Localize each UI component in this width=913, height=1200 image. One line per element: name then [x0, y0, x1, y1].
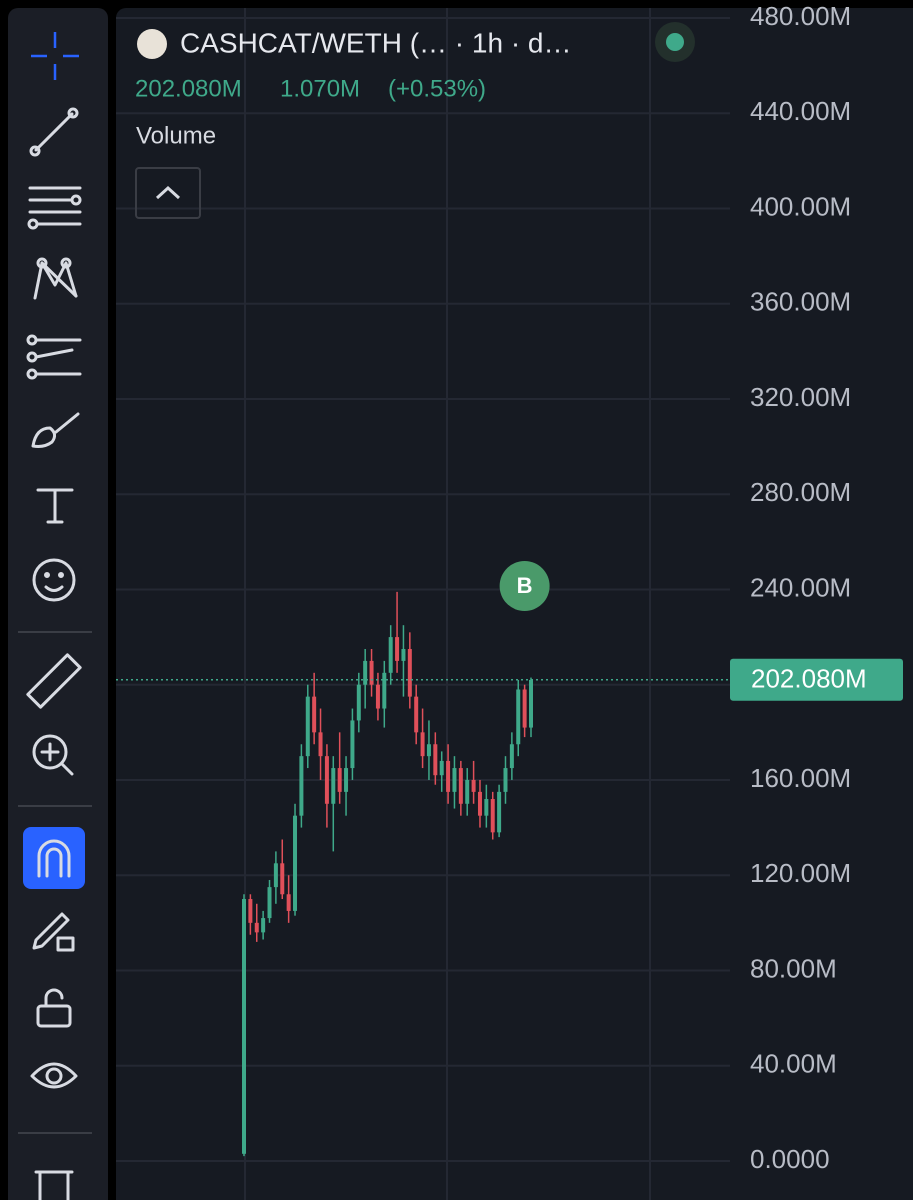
y-tick-label: 320.00M — [750, 382, 851, 412]
quote-price: 202.080M — [135, 75, 242, 102]
candle-body — [280, 863, 285, 895]
candle-body — [426, 744, 431, 757]
candle-body — [503, 768, 508, 792]
candle-body — [465, 779, 470, 804]
magnet-tool[interactable] — [23, 827, 85, 889]
prediction-tool[interactable] — [26, 334, 82, 380]
candle-body — [293, 815, 298, 911]
candle-body — [509, 744, 514, 769]
candle-body — [516, 689, 521, 745]
candle-body — [484, 799, 489, 816]
candle-body — [497, 791, 502, 833]
price-label-bg — [730, 658, 903, 701]
zoom-tool[interactable] — [32, 734, 74, 776]
candle-body — [490, 799, 495, 833]
candle-body — [337, 768, 342, 792]
candle-body — [344, 768, 349, 792]
candle-body — [388, 637, 393, 673]
candle-body — [248, 899, 253, 923]
candle-body — [375, 684, 380, 709]
toolbar-icons — [18, 32, 92, 1200]
candle-body — [318, 732, 323, 757]
pattern-tool[interactable] — [33, 257, 78, 300]
visibility-tool[interactable] — [30, 1062, 78, 1089]
candle-body — [452, 768, 457, 792]
candle-body — [395, 637, 400, 661]
price-label: 202.080M — [751, 664, 867, 694]
candle-body — [369, 660, 374, 685]
candle-body — [286, 894, 291, 911]
toolbar — [8, 8, 108, 1200]
candle-body — [324, 756, 329, 804]
status-dot — [666, 33, 684, 51]
y-tick-label: 480.00M — [750, 1, 851, 31]
token-logo — [137, 29, 167, 59]
lock-tool[interactable] — [36, 988, 72, 1028]
buy-marker — [499, 561, 550, 611]
candle-body — [522, 689, 527, 728]
y-tick-label: 240.00M — [750, 572, 851, 602]
y-tick-label: 360.00M — [750, 287, 851, 317]
quote-change: 1.070M — [280, 75, 360, 102]
crosshair-tool[interactable] — [31, 32, 79, 80]
y-tick-label: 280.00M — [750, 477, 851, 507]
brush-tool[interactable] — [31, 412, 80, 448]
candle-body — [471, 779, 476, 792]
quote-percent: (+0.53%) — [388, 75, 486, 102]
candle-body — [382, 672, 387, 709]
ruler-tool[interactable] — [26, 653, 82, 709]
y-tick-label: 80.00M — [750, 953, 837, 983]
text-tool[interactable] — [36, 488, 74, 524]
magnet-icon — [37, 839, 71, 878]
delete-tool[interactable] — [34, 1170, 74, 1200]
candle-body — [477, 791, 482, 816]
candle-body — [433, 744, 438, 776]
candle-body — [312, 696, 317, 733]
y-tick-label: 440.00M — [750, 96, 851, 126]
candle-body — [350, 720, 355, 769]
candle-body — [299, 756, 304, 816]
candle-body — [267, 887, 272, 919]
y-tick-label: 160.00M — [750, 763, 851, 793]
candle-body — [242, 899, 246, 1154]
candle-body — [261, 918, 266, 933]
emoji-tool[interactable] — [32, 558, 76, 602]
trendline-tool[interactable] — [29, 107, 79, 157]
buy-marker-label: B — [517, 573, 533, 598]
y-tick-label: 400.00M — [750, 191, 851, 221]
candle-body — [356, 684, 361, 721]
symbol-title[interactable]: CASHCAT/WETH (… · 1h · d… — [180, 27, 572, 58]
candle-body — [420, 732, 425, 757]
candle-body — [273, 863, 278, 888]
lock-drawing-tool[interactable] — [32, 912, 75, 952]
candle-body — [254, 922, 259, 933]
y-tick-label: 120.00M — [750, 858, 851, 888]
candle-body — [305, 696, 310, 757]
candle-body — [414, 696, 419, 733]
candle-body — [458, 768, 463, 804]
candle-body — [529, 679, 533, 728]
candle-body — [407, 649, 412, 697]
fib-tool[interactable] — [27, 186, 82, 230]
candle-body — [331, 768, 336, 804]
candle-body — [363, 660, 368, 685]
y-tick-label: 0.0000 — [750, 1144, 830, 1174]
candle-body — [439, 760, 444, 776]
y-tick-label: 40.00M — [750, 1049, 837, 1079]
study-label: Volume — [136, 122, 216, 149]
candle-body — [446, 760, 451, 792]
collapse-icon — [155, 185, 181, 200]
candle-body — [401, 649, 406, 661]
collapse-button[interactable] — [135, 167, 201, 219]
